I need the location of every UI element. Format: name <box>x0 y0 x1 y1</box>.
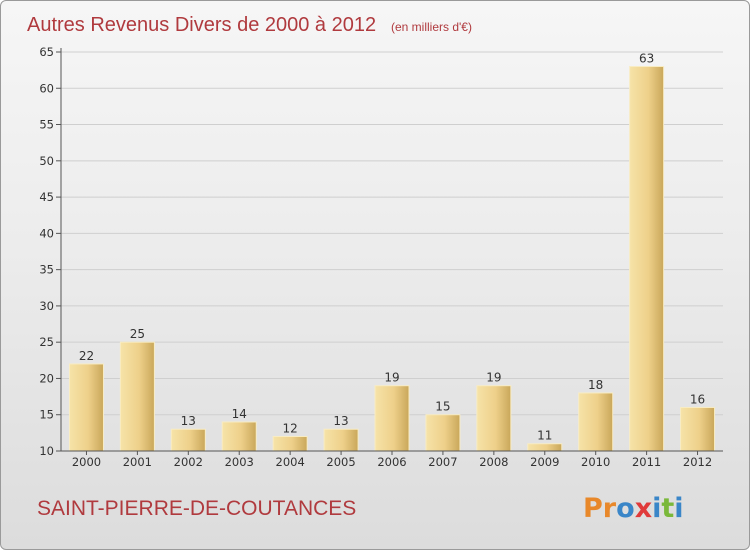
x-tick-label: 2009 <box>530 455 559 469</box>
logo-letter: t <box>661 493 674 524</box>
grid-layer <box>61 51 723 452</box>
bar-value-label: 13 <box>181 414 196 428</box>
y-tick-label: 45 <box>39 190 54 204</box>
bar-value-label: 19 <box>486 371 501 385</box>
x-tick-label: 2010 <box>581 455 610 469</box>
y-tick-label: 10 <box>39 444 54 458</box>
y-tick-label: 15 <box>39 408 54 422</box>
bar <box>578 392 614 452</box>
bar <box>476 385 512 452</box>
bar-value-label: 18 <box>588 378 603 392</box>
bar <box>221 421 257 452</box>
x-tick-label: 2004 <box>276 455 305 469</box>
bar-value-label: 25 <box>130 327 145 341</box>
x-tick-label: 2011 <box>632 455 661 469</box>
bar-value-label: 12 <box>283 421 298 435</box>
y-axis: 10 15 20 25 30 35 40 45 50 55 60 65 <box>39 45 62 458</box>
logo-letter: i <box>652 493 661 524</box>
bar <box>68 363 104 452</box>
y-tick-label: 25 <box>39 335 54 349</box>
x-tick-label: 2005 <box>326 455 355 469</box>
y-tick-label: 30 <box>39 299 54 313</box>
logo-letter: x <box>635 493 652 524</box>
y-tick-label: 20 <box>39 371 54 385</box>
y-tick-label: 50 <box>39 154 54 168</box>
x-tick-label: 2002 <box>174 455 203 469</box>
bar-value-label: 19 <box>384 371 399 385</box>
bar <box>119 341 155 452</box>
y-tick-label: 60 <box>39 81 54 95</box>
bar-value-label: 15 <box>435 400 450 414</box>
x-tick-label: 2001 <box>123 455 152 469</box>
chart-title: Autres Revenus Divers de 2000 à 2012 <box>27 14 376 36</box>
bars: 22 25 13 14 12 13 19 15 19 11 18 63 16 <box>68 52 716 452</box>
x-tick-label: 2000 <box>72 455 101 469</box>
place-name: SAINT-PIERRE-DE-COUTANCES <box>37 497 356 520</box>
logo-letter: P <box>583 493 603 524</box>
y-tick-label: 35 <box>39 263 54 277</box>
x-tick-label: 2006 <box>377 455 406 469</box>
logo-letter: o <box>616 493 635 524</box>
bar-value-label: 13 <box>333 414 348 428</box>
y-tick-label: 40 <box>39 226 54 240</box>
bar <box>170 428 206 452</box>
bar <box>629 66 665 452</box>
bar-value-label: 63 <box>639 52 654 66</box>
bar <box>323 428 359 452</box>
logo-letter: r <box>603 493 617 524</box>
bar <box>527 443 563 452</box>
chart-subtitle: (en milliers d'€) <box>391 20 472 34</box>
x-tick-label: 2007 <box>428 455 457 469</box>
bar <box>374 385 410 452</box>
bar-value-label: 22 <box>79 349 94 363</box>
bar <box>680 406 716 452</box>
x-axis: 2000 2001 2002 2003 2004 2005 2006 2007 2008 2009… <box>61 450 723 469</box>
proxiti-logo: Proxiti <box>583 493 684 524</box>
bar <box>425 414 461 452</box>
x-tick-label: 2008 <box>479 455 508 469</box>
x-tick-label: 2003 <box>225 455 254 469</box>
bar-value-label: 11 <box>537 429 552 443</box>
bar <box>272 435 308 452</box>
y-tick-label: 55 <box>39 118 54 132</box>
y-tick-label: 65 <box>39 45 54 59</box>
logo-letter: i <box>674 493 683 524</box>
bar-value-label: 16 <box>690 392 705 406</box>
x-tick-label: 2012 <box>683 455 712 469</box>
bar-value-label: 14 <box>232 407 247 421</box>
